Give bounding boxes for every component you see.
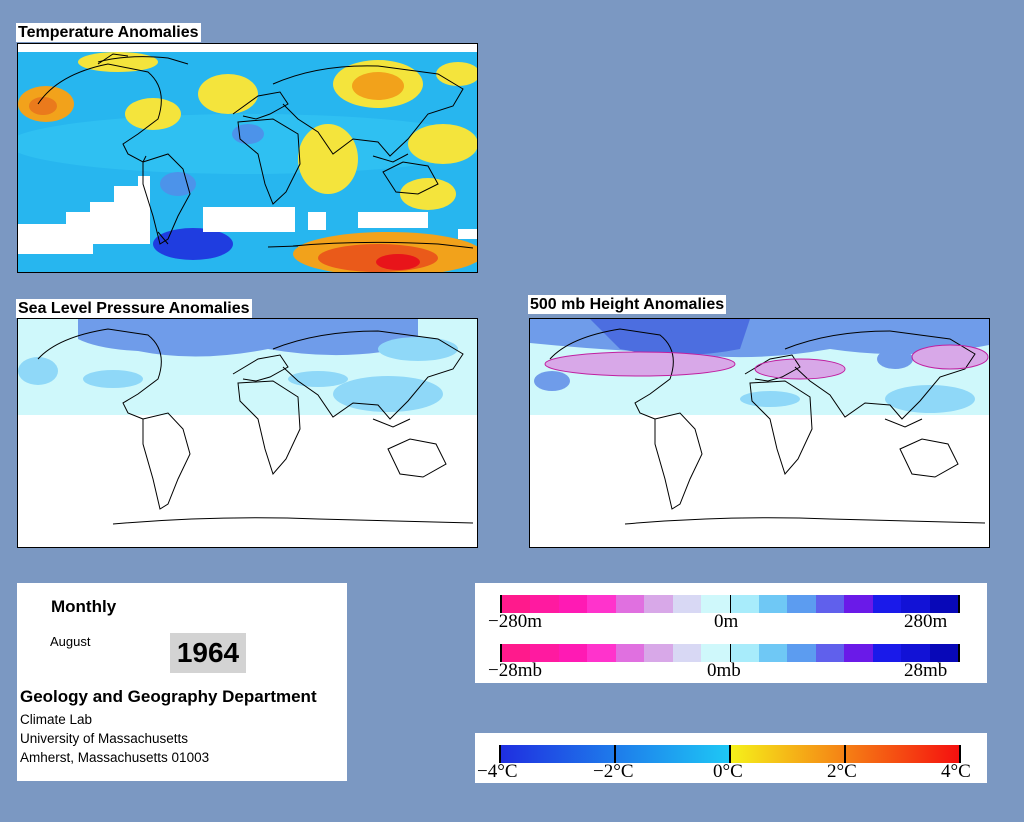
- temperature-anomalies-title: Temperature Anomalies: [16, 23, 201, 42]
- sea-level-pressure-map-graphic: [18, 319, 477, 547]
- hbar-segment: [758, 595, 788, 613]
- hbar-segment: [587, 595, 616, 613]
- pbar-segment: [729, 644, 759, 662]
- pbar-segment: [844, 644, 873, 662]
- hbar-segment: [672, 595, 702, 613]
- temperature-ticks: [499, 745, 961, 763]
- temperature-map-graphic: [18, 44, 477, 272]
- pbar-segment: [530, 644, 559, 662]
- temperature-tick: [844, 745, 846, 763]
- hbar-segment: [500, 595, 531, 613]
- pressure-min-label: −28mb: [488, 660, 542, 681]
- pbar-segment: [500, 644, 531, 662]
- pbar-segment: [644, 644, 673, 662]
- hbar-segment: [530, 595, 559, 613]
- pbar-segment: [787, 644, 816, 662]
- pressure-max-label: 28mb: [904, 660, 948, 681]
- hbar-segment: [844, 595, 873, 613]
- height-min-label: −280m: [488, 611, 542, 632]
- hbar-segment: [815, 595, 845, 613]
- period-label: Monthly: [51, 597, 117, 616]
- temperature-anomaly-map: [17, 43, 478, 273]
- hbar-segment: [701, 595, 730, 613]
- hbar-segment: [901, 595, 930, 613]
- department-name: Geology and Geography Department: [20, 687, 317, 706]
- pbar-segment: [615, 644, 645, 662]
- address-line: Amherst, Massachusetts 01003: [20, 750, 210, 765]
- temperature-tick: [614, 745, 616, 763]
- temperature-tick: [729, 745, 731, 763]
- temp-minus4-label: −4°C: [477, 761, 518, 782]
- 500mb-height-anomaly-map: [529, 318, 990, 548]
- height-max-label: 280m: [904, 611, 948, 632]
- pbar-segment: [587, 644, 616, 662]
- info-panel: Monthly August 1964 Geology and Geograph…: [17, 583, 347, 781]
- pressure-zero-label: 0mb: [707, 660, 741, 681]
- pbar-segment: [901, 644, 930, 662]
- temperature-tick: [959, 745, 961, 763]
- height-color-bar: [500, 595, 960, 613]
- height-zero-label: 0m: [714, 611, 739, 632]
- 500mb-height-anomalies-title: 500 mb Height Anomalies: [528, 295, 727, 314]
- pbar-segment: [701, 644, 730, 662]
- sea-level-pressure-anomaly-map: [17, 318, 478, 548]
- pbar-segment: [672, 644, 702, 662]
- hbar-segment: [558, 595, 588, 613]
- temp-plus2-label: 2°C: [827, 761, 857, 782]
- temperature-legend: −4°C −2°C 0°C 2°C 4°C: [475, 733, 987, 783]
- month-label: August: [50, 634, 91, 649]
- year-display: 1964: [170, 633, 246, 673]
- sea-level-pressure-anomalies-title: Sea Level Pressure Anomalies: [16, 299, 252, 318]
- pbar-segment: [929, 644, 960, 662]
- temp-minus2-label: −2°C: [593, 761, 634, 782]
- lab-name: Climate Lab: [20, 712, 93, 727]
- pbar-segment: [815, 644, 845, 662]
- university-name: University of Massachusetts: [20, 731, 189, 746]
- hbar-segment: [644, 595, 673, 613]
- temp-plus4-label: 4°C: [941, 761, 971, 782]
- temp-zero-label: 0°C: [713, 761, 743, 782]
- hbar-segment: [929, 595, 960, 613]
- hbar-segment: [729, 595, 759, 613]
- hbar-segment: [787, 595, 816, 613]
- hbar-segment: [872, 595, 902, 613]
- pbar-segment: [558, 644, 588, 662]
- height-pressure-legend: −280m 0m 280m −28mb 0mb 28mb: [475, 583, 987, 683]
- 500mb-height-map-graphic: [530, 319, 989, 547]
- hbar-segment: [615, 595, 645, 613]
- pressure-color-bar: [500, 644, 960, 662]
- pbar-segment: [758, 644, 788, 662]
- pbar-segment: [872, 644, 902, 662]
- temperature-tick: [499, 745, 501, 763]
